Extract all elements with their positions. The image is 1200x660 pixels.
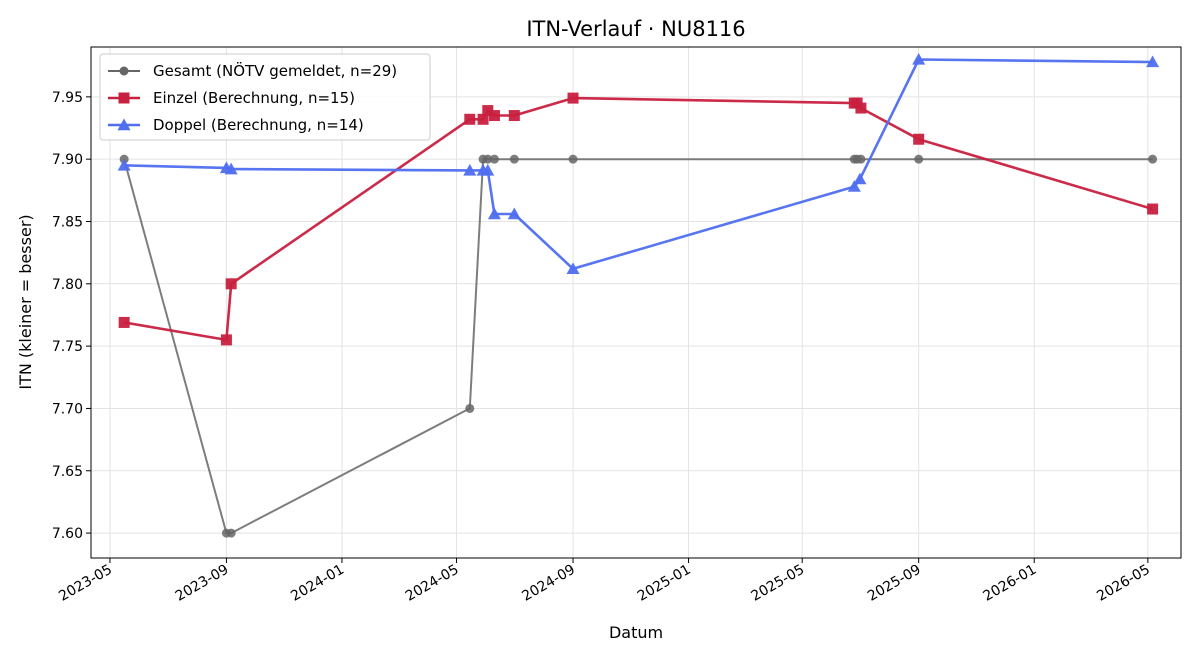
y-axis: 7.60 7.65 7.70 7.75 7.80 7.85 7.90 7.95 xyxy=(52,90,91,542)
data-point-doppel xyxy=(853,172,867,185)
legend: Gesamt (NÖTV gemeldet, n=29) Einzel (Ber… xyxy=(99,53,431,141)
y-tick-label: 7.65 xyxy=(52,464,83,480)
data-point-einzel xyxy=(482,105,494,117)
x-tick-label: 2023-09 xyxy=(173,562,232,605)
data-point-doppel xyxy=(481,163,495,176)
legend-markers xyxy=(108,66,140,131)
x-tick-label: 2023-05 xyxy=(56,562,115,605)
data-point-einzel xyxy=(855,102,867,114)
data-point-doppel xyxy=(566,262,580,275)
data-point-gesamt xyxy=(509,154,519,164)
y-tick-label: 7.70 xyxy=(52,401,83,417)
data-point-einzel xyxy=(225,278,237,290)
y-tick-label: 7.95 xyxy=(52,90,83,106)
data-point-einzel xyxy=(508,110,520,122)
data-point-gesamt xyxy=(568,154,578,164)
data-point-gesamt xyxy=(226,528,236,538)
data-point-einzel xyxy=(567,92,579,104)
x-axis-label: Datum xyxy=(609,623,663,642)
chart-title: ITN-Verlauf · NU8116 xyxy=(526,17,745,41)
legend-marker-einzel xyxy=(118,92,130,104)
x-tick-label: 2025-09 xyxy=(865,562,924,605)
data-point-gesamt xyxy=(914,154,924,164)
data-point-doppel xyxy=(463,163,477,176)
x-tick-label: 2026-01 xyxy=(981,562,1040,605)
data-point-doppel xyxy=(117,158,131,171)
y-tick-label: 7.85 xyxy=(52,214,83,230)
x-tick-label: 2024-01 xyxy=(288,562,347,605)
x-tick-label: 2024-09 xyxy=(519,562,578,605)
data-point-gesamt xyxy=(1148,154,1158,164)
legend-box xyxy=(99,53,431,141)
data-point-gesamt xyxy=(489,154,499,164)
data-point-doppel xyxy=(224,162,238,175)
data-point-einzel xyxy=(118,316,130,328)
data-point-gesamt xyxy=(856,154,866,164)
data-point-gesamt xyxy=(465,403,475,413)
data-point-doppel xyxy=(507,207,521,220)
data-point-einzel xyxy=(464,113,476,125)
legend-label-gesamt: Gesamt (NÖTV gemeldet, n=29) xyxy=(153,61,397,80)
y-tick-label: 7.60 xyxy=(52,526,83,542)
legend-marker-gesamt xyxy=(119,66,129,76)
series-doppel xyxy=(117,52,1160,275)
legend-marker-doppel xyxy=(117,118,131,131)
data-point-doppel xyxy=(847,180,861,192)
legend-label-doppel: Doppel (Berechnung, n=14) xyxy=(153,116,364,134)
x-axis: 2023-05 2023-09 2024-01 2024-05 2024-09 2025-… xyxy=(56,558,1153,605)
series-gesamt xyxy=(119,154,1158,538)
y-tick-label: 7.90 xyxy=(52,152,83,168)
x-tick-label: 2025-05 xyxy=(749,562,808,605)
y-tick-label: 7.80 xyxy=(52,277,83,293)
series-layer xyxy=(117,52,1160,538)
y-tick-label: 7.75 xyxy=(52,339,83,355)
data-point-doppel xyxy=(1146,55,1160,68)
x-tick-label: 2024-05 xyxy=(403,562,462,605)
y-axis-label: ITN (kleiner = besser) xyxy=(16,214,35,389)
data-point-einzel xyxy=(913,133,925,145)
data-point-einzel xyxy=(477,113,489,125)
x-tick-label: 2026-05 xyxy=(1094,562,1153,605)
data-point-einzel xyxy=(220,334,232,346)
plot-frame xyxy=(90,46,1182,559)
data-point-einzel xyxy=(1147,203,1159,215)
legend-label-einzel: Einzel (Berechnung, n=15) xyxy=(153,89,355,107)
data-point-einzel xyxy=(488,110,500,122)
series-einzel xyxy=(118,92,1159,346)
data-point-doppel xyxy=(487,207,501,220)
x-tick-label: 2025-01 xyxy=(635,562,694,605)
data-point-doppel xyxy=(912,52,926,65)
data-point-gesamt xyxy=(483,154,493,164)
